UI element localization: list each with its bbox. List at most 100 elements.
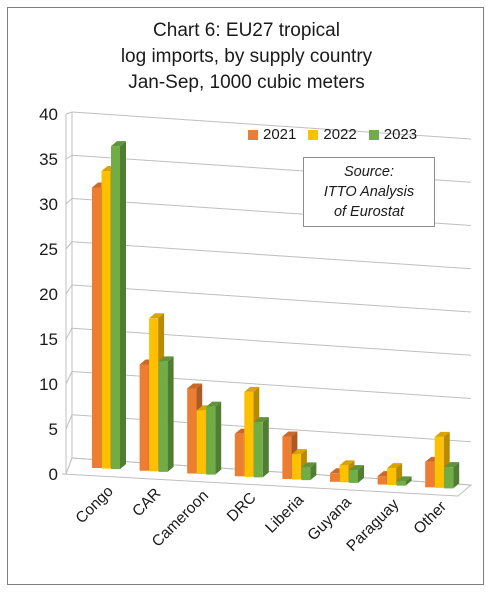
bar-front [187, 388, 197, 474]
legend-item-2023: 2023 [368, 126, 418, 143]
gridline-side [65, 111, 73, 115]
gridline-side [65, 198, 73, 205]
x-tick-label: CAR [129, 485, 164, 520]
gridline [71, 414, 472, 443]
x-tick-label: Other [411, 498, 450, 537]
bar-side [453, 462, 460, 489]
gridline-side [65, 371, 73, 385]
bar-front [139, 364, 149, 471]
bar-top [282, 431, 298, 437]
bar-front [149, 318, 159, 472]
y-tick-label: 30 [39, 195, 58, 214]
y-tick-label: 40 [39, 105, 58, 124]
gridline-side [65, 284, 73, 295]
bar-side [358, 465, 364, 483]
legend-item-2022: 2022 [308, 126, 357, 143]
x-tick-label: DRC [224, 489, 260, 525]
gridline [71, 371, 472, 399]
gridline-side [65, 241, 73, 250]
y-tick-label: 15 [39, 330, 58, 349]
bar-top [444, 462, 460, 468]
bar-other-2023 [444, 462, 460, 489]
bar-front [291, 454, 301, 480]
x-tick-label: Guyana [304, 494, 355, 545]
y-tick-label: 20 [39, 285, 58, 304]
gridline [71, 241, 472, 270]
gridline [71, 327, 472, 356]
bar-top [253, 417, 269, 423]
title-line-2: log imports, by supply country [120, 46, 373, 67]
source-line-2: ITTO Analysis [323, 184, 415, 200]
bar-side [215, 401, 222, 475]
bar-drc-2023 [253, 417, 269, 478]
y-tick-label: 0 [49, 465, 58, 484]
y-tick-label: 25 [39, 240, 58, 259]
gridline-side [65, 457, 73, 475]
bar-front [301, 467, 311, 481]
gridline-side [65, 154, 73, 160]
bar-top [206, 401, 222, 407]
bar-cameroon-2023 [206, 401, 222, 475]
bar-front [425, 461, 435, 488]
bar-side [310, 462, 317, 481]
bar-top [349, 465, 364, 471]
legend-label-2021: 2021 [263, 126, 297, 143]
source-line-1: Source: [344, 164, 394, 180]
bar-side [120, 141, 126, 470]
bar-top [339, 460, 355, 466]
bar-top [158, 356, 174, 362]
y-tick-label: 5 [49, 420, 58, 439]
bar-car-2023 [158, 356, 174, 472]
bar-front [330, 473, 339, 482]
bar-guyana-2023 [349, 465, 364, 483]
gridline [71, 111, 472, 140]
title-line-1: Chart 6: EU27 tropical [153, 20, 340, 41]
bar-front [396, 481, 406, 486]
source-note: Source: ITTO Analysis of Eurostat [303, 157, 435, 227]
bar-front [244, 391, 254, 477]
bar-top [301, 462, 317, 468]
legend-swatch-2021 [248, 129, 258, 140]
bar-front [434, 436, 444, 488]
bar-front [444, 467, 454, 489]
bar-side [405, 476, 412, 486]
bar-front [234, 433, 244, 477]
bar-front [387, 468, 397, 486]
bar-front [349, 470, 358, 483]
y-tick-label: 10 [39, 375, 58, 394]
bar-front [377, 476, 387, 485]
bar-top [111, 141, 126, 147]
bar-paraguay-2023 [396, 476, 412, 486]
gridline-side [65, 328, 73, 340]
legend-swatch-2022 [308, 129, 319, 140]
bar-congo-2023 [111, 141, 126, 470]
gridline [71, 284, 472, 313]
bar-front [92, 187, 101, 468]
bar-top [396, 476, 412, 482]
bar-front [196, 410, 206, 475]
bar-side [262, 417, 269, 478]
x-tick-label: Liberia [262, 491, 307, 536]
legend-swatch-2023 [368, 129, 379, 140]
bar-top [244, 386, 260, 392]
bar-front [253, 422, 263, 478]
title-line-3: Jan-Sep, 1000 cubic meters [128, 72, 365, 93]
source-line-3: of Eurostat [333, 204, 405, 220]
x-tick-label: Congo [73, 483, 117, 527]
bar-front [111, 146, 120, 470]
bar-side [167, 356, 174, 472]
bar-top [149, 313, 165, 319]
bar-top [187, 383, 203, 389]
bar-front [206, 406, 216, 475]
bar-top [291, 449, 307, 455]
legend-item-2021: 2021 [248, 126, 296, 143]
chart-title: Chart 6: EU27 tropical log imports, by s… [0, 18, 493, 96]
bar-top [387, 463, 403, 469]
bar-front [339, 465, 349, 483]
chart-legend: 2021 2022 2023 [248, 126, 417, 143]
gridline-side [65, 414, 73, 430]
bar-front [101, 171, 111, 469]
legend-label-2023: 2023 [383, 126, 418, 143]
legend-label-2022: 2022 [323, 126, 357, 143]
